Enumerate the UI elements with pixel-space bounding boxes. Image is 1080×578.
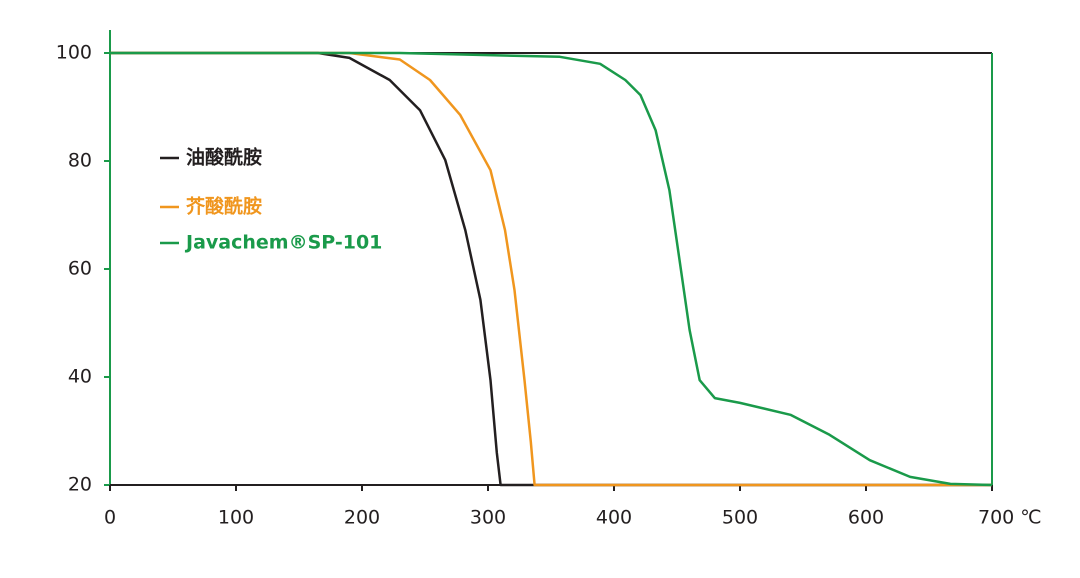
legend-label: 芥酸酰胺 (186, 195, 262, 218)
legend-label: Javachem®SP-101 (184, 232, 382, 254)
x-tick-label: 400 (596, 507, 632, 529)
y-tick-label: 60 (68, 258, 92, 280)
y-tick-label: 40 (68, 366, 92, 388)
line (110, 51, 992, 487)
x-tick-label: 300 (470, 507, 506, 529)
y-tick-label: 100 (56, 42, 92, 64)
x-tick-label: 0 (104, 507, 116, 529)
y-tick-label: 80 (68, 150, 92, 172)
legend-label: 油酸酰胺 (186, 146, 262, 169)
x-tick-label: 700 ℃ (978, 507, 1042, 529)
x-tick-label: 100 (218, 507, 254, 529)
y-tick-label: 20 (68, 474, 92, 496)
line (110, 51, 992, 487)
x-tick-label: 600 (848, 507, 884, 529)
x-tick-label: 200 (344, 507, 380, 529)
x-tick-label: 500 (722, 507, 758, 529)
line (110, 51, 993, 487)
